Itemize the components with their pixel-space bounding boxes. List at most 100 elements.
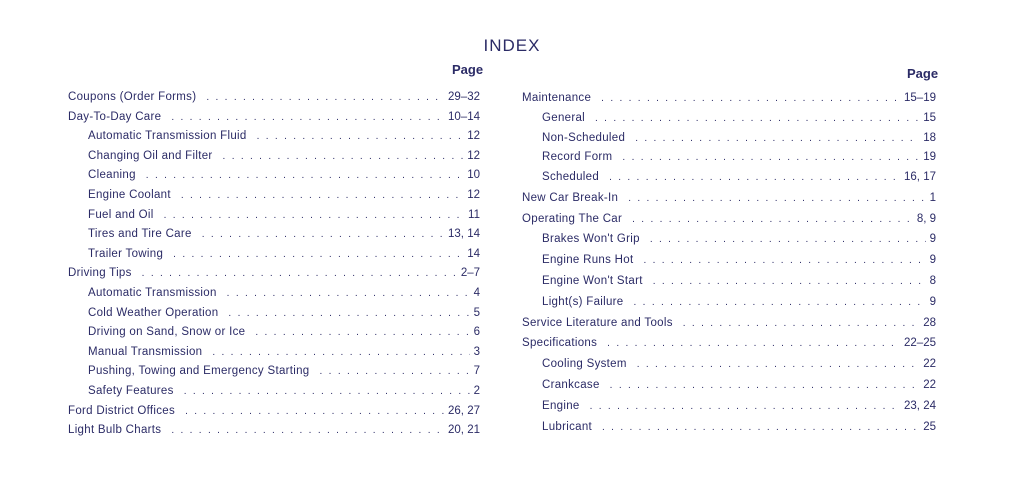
index-entry: Engine Coolant 12	[68, 186, 480, 206]
entry-label: Brakes Won't Grip	[542, 233, 640, 246]
entry-page: 11	[468, 208, 480, 221]
entry-label: Cooling System	[542, 358, 627, 371]
entry-page: 16, 17	[904, 171, 936, 183]
entry-page: 15	[923, 111, 936, 124]
entry-page: 10–14	[448, 110, 480, 123]
entry-label: Driving Tips	[68, 267, 132, 280]
entry-page: 3	[473, 345, 480, 358]
dot-leader	[637, 355, 919, 376]
entry-page: 2	[473, 384, 480, 397]
index-entry: Safety Features 2	[68, 382, 480, 402]
dot-leader	[601, 89, 900, 109]
entry-page: 8, 9	[916, 212, 936, 225]
entry-label: Maintenance	[522, 92, 592, 104]
entry-page: 13, 14	[448, 228, 480, 241]
entry-page: 19	[923, 151, 936, 164]
index-entry: Service Literature and Tools 28	[522, 313, 936, 334]
entry-page: 22	[923, 378, 936, 391]
index-entry: Engine Runs Hot 9	[522, 250, 936, 271]
index-entry: Maintenance 15–19	[522, 89, 936, 109]
entry-label: Light Bulb Charts	[68, 424, 162, 437]
index-entry: Brakes Won't Grip 9	[522, 229, 936, 250]
entry-page: 12	[467, 188, 480, 201]
entry-label: Manual Transmission	[88, 345, 203, 358]
entry-label: Specifications	[522, 337, 598, 350]
entry-page: 7	[473, 365, 480, 378]
index-entry: Cooling System 22	[522, 354, 936, 375]
dot-leader	[635, 129, 919, 149]
entry-label: Engine	[542, 399, 580, 412]
entry-label: Changing Oil and Filter	[88, 149, 213, 162]
entry-label: Safety Features	[88, 384, 174, 397]
index-entry: Engine 23, 24	[522, 396, 936, 417]
entry-label: General	[542, 111, 586, 124]
index-entry: Manual Transmission 3	[68, 343, 480, 363]
index-left-column: Coupons (Order Forms) 29–32 Day-To-Day Car…	[68, 88, 480, 441]
entry-page: 12	[467, 130, 480, 143]
dot-leader	[184, 382, 470, 402]
entry-page: 6	[473, 326, 480, 339]
index-entry: Operating The Car 8, 9	[522, 209, 936, 230]
entry-label: Driving on Sand, Snow or Ice	[88, 326, 246, 339]
index-entry: Ford District Offices 26, 27	[68, 402, 480, 422]
entry-label: Crankcase	[542, 378, 600, 391]
index-entry: Lubricant 25	[522, 417, 936, 438]
entry-label: Automatic Transmission	[88, 286, 217, 299]
dot-leader	[602, 418, 919, 439]
entry-page: 22	[923, 358, 936, 371]
index-entry: Cleaning 10	[68, 166, 480, 186]
entry-page: 15–19	[904, 92, 936, 104]
index-entry: Automatic Transmission Fluid 12	[68, 127, 480, 147]
entry-label: Engine Won't Start	[542, 274, 643, 287]
entry-label: Operating The Car	[522, 212, 623, 225]
entry-page: 9	[929, 233, 936, 246]
index-entry: Fuel and Oil 11	[68, 206, 480, 226]
dot-leader	[622, 148, 919, 168]
page-column-header-right: Page	[907, 66, 939, 81]
dot-leader	[628, 189, 925, 210]
dot-leader	[212, 343, 469, 363]
entry-page: 18	[923, 131, 936, 144]
index-entry: Specifications 22–25	[522, 333, 936, 354]
dot-leader	[185, 402, 444, 422]
index-entry: Changing Oil and Filter 12	[68, 147, 480, 167]
entry-label: Pushing, Towing and Emergency Starting	[88, 365, 310, 378]
entry-label: Cold Weather Operation	[88, 306, 219, 319]
dot-leader	[255, 323, 469, 343]
entry-page: 2–7	[460, 267, 480, 280]
entry-page: 26, 27	[448, 404, 480, 417]
dot-leader	[142, 264, 457, 284]
entry-page: 1	[929, 191, 936, 204]
entry-label: Automatic Transmission Fluid	[88, 130, 247, 143]
dot-leader	[610, 376, 920, 397]
entry-page: 22–25	[904, 337, 936, 350]
entry-page: 5	[473, 306, 480, 319]
entry-label: New Car Break-In	[522, 191, 619, 204]
index-entry: Record Form 19	[522, 148, 936, 168]
index-entry: Cold Weather Operation 5	[68, 304, 480, 324]
entry-page: 25	[923, 420, 936, 433]
entry-label: Scheduled	[542, 171, 600, 183]
entry-label: Engine Coolant	[88, 188, 171, 201]
index-entry: General 15	[522, 109, 936, 129]
entry-label: Trailer Towing	[88, 247, 164, 260]
dot-leader	[171, 421, 444, 441]
dot-leader	[632, 210, 913, 231]
index-right-column: Maintenance 15–19 General 15 Non-Scheduled18…	[522, 89, 936, 437]
entry-page: 4	[473, 286, 480, 299]
page-column-header-left: Page	[452, 62, 484, 77]
entry-page: 29–32	[448, 91, 480, 103]
index-entry: New Car Break-In 1	[522, 188, 936, 209]
index-entry: Non-Scheduled 18	[522, 129, 936, 149]
dot-leader	[609, 168, 900, 188]
dot-leader	[228, 304, 469, 324]
entry-label: Ford District Offices	[68, 404, 176, 417]
entry-page: 28	[923, 316, 936, 329]
entry-label: Tires and Tire Care	[88, 228, 192, 241]
dot-leader	[320, 362, 470, 382]
index-entry: Day-To-Day Care 10–14	[68, 108, 480, 128]
index-entry: Coupons (Order Forms) 29–32	[68, 88, 480, 108]
entry-page: 9	[929, 295, 936, 308]
entry-page: 23, 24	[904, 399, 936, 412]
dot-leader	[650, 230, 926, 251]
